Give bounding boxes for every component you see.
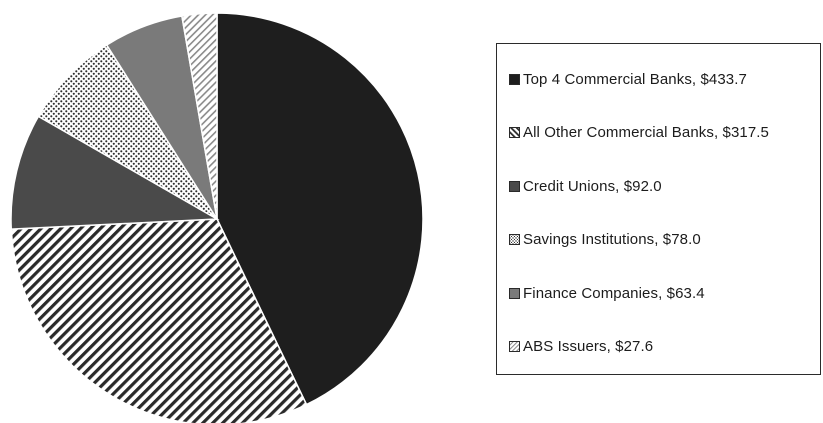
- legend-swatch-top-4-commercial-banks: [509, 73, 520, 85]
- legend-item-savings-institutions: Savings Institutions, $78.0: [509, 229, 701, 251]
- legend-label-finance-companies: Finance Companies, $63.4: [523, 284, 705, 302]
- legend-item-abs-issuers: ABS Issuers, $27.6: [509, 336, 653, 358]
- legend-label-top-4-commercial-banks: Top 4 Commercial Banks, $433.7: [523, 70, 747, 88]
- legend-label-abs-issuers: ABS Issuers, $27.6: [523, 338, 654, 355]
- pie-slice-abs-issuers: [181, 12, 218, 220]
- pie-slice-top-4-commercial-banks: [216, 12, 424, 406]
- legend-item-credit-unions: Credit Unions, $92.0: [509, 175, 662, 197]
- legend-swatch-credit-unions: [509, 180, 520, 192]
- legend-label-credit-unions: Credit Unions, $92.0: [523, 177, 662, 195]
- legend-swatch-finance-companies: [509, 287, 520, 299]
- legend-label-savings-institutions: Savings Institutions, $78.0: [523, 231, 701, 248]
- legend-swatch-abs-issuers: [509, 341, 520, 352]
- pie-slices: [10, 12, 424, 423]
- legend-item-all-other-commercial-banks: All Other Commercial Banks, $317.5: [509, 122, 769, 144]
- pie-slice-savings-institutions: [37, 43, 218, 220]
- pie-slice-credit-unions: [10, 115, 220, 230]
- legend-item-finance-companies: Finance Companies, $63.4: [509, 282, 705, 304]
- legend-swatch-savings-institutions: [509, 234, 520, 245]
- legend-label-all-other-commercial-banks: All Other Commercial Banks, $317.5: [523, 124, 769, 141]
- pie-slice-all-other-commercial-banks: [10, 218, 308, 423]
- legend-swatch-all-other-commercial-banks: [509, 127, 520, 138]
- legend-item-top-4-commercial-banks: Top 4 Commercial Banks, $433.7: [509, 68, 747, 90]
- legend: Top 4 Commercial Banks, $433.7 All Other …: [496, 43, 821, 375]
